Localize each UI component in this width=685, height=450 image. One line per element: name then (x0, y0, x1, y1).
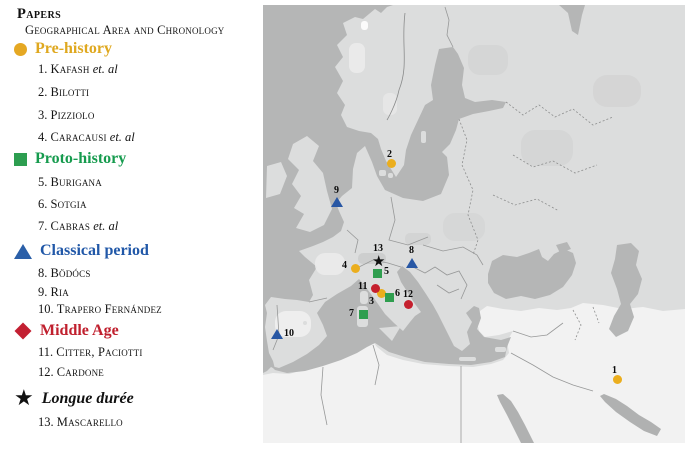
gotland (421, 131, 426, 143)
crete (459, 357, 476, 361)
legend-item-6: 6. Sotgia (38, 197, 87, 212)
corsica (360, 291, 368, 304)
legend-item-number: 2. (38, 85, 48, 99)
legend-panel: Papers Geographical Area and Chronology … (0, 0, 258, 450)
sardinia (357, 306, 368, 327)
sea-of-azov (556, 242, 571, 253)
legend-item-name: Pizziolo (50, 108, 95, 122)
legend-section-longue-duree: ★ Longue durée (14, 386, 134, 412)
legend-item-name: Citter, Paciotti (56, 345, 143, 359)
legend-item-number: 6. (38, 197, 48, 211)
legend-item-12: 12. Cardone (38, 365, 104, 380)
legend-item-number: 8. (38, 266, 48, 280)
legend-item-number: 13. (38, 415, 54, 429)
square-icon (14, 152, 27, 166)
europe-map (263, 5, 685, 443)
legend-item-number: 3. (38, 108, 48, 122)
great-britain (288, 136, 332, 232)
legend-item-9: 9. Ria (38, 285, 69, 300)
legend-item-number: 11. (38, 345, 54, 359)
balearic-islands (303, 321, 307, 325)
cyprus (495, 347, 506, 352)
legend-item-name: Ria (50, 285, 69, 299)
legend-section-pre-history: Pre-history (14, 40, 112, 58)
legend-item-name: Caracausi (50, 130, 107, 144)
legend-item-name: Bödócs (50, 266, 91, 280)
legend-item-name: Cabras (50, 219, 91, 233)
black-sea (488, 249, 576, 299)
legend-item-number: 7. (38, 219, 48, 233)
legend-title: Papers (17, 6, 62, 22)
legend-section-label: Proto-history (35, 150, 127, 168)
legend-item-name: Burigana (50, 175, 102, 189)
legend-item-number: 12. (38, 365, 54, 379)
legend-section-proto-history: Proto-history (14, 150, 126, 168)
legend-item-10: 10. Trapero Fernández (38, 302, 162, 317)
eastern-borders-dashed (458, 101, 614, 341)
sicily (379, 326, 401, 341)
legend-item-number: 5. (38, 175, 48, 189)
red-sea (497, 394, 534, 443)
legend-section-label: Pre-history (35, 40, 113, 58)
legend-section-middle-age: Middle Age (14, 322, 119, 340)
legend-item-3: 3. Pizziolo (38, 108, 95, 123)
danish-isles (379, 170, 386, 176)
persian-gulf (600, 394, 661, 436)
legend-section-label: Classical period (40, 242, 149, 260)
legend-item-2: 2. Bilotti (38, 85, 89, 100)
triangle-icon (14, 243, 32, 259)
legend-item-4: 4. Caracausi et. al (38, 130, 135, 145)
legend-item-name: Bilotti (50, 85, 90, 99)
danish-isles (388, 173, 393, 178)
legend-item-name: Mascarello (56, 415, 123, 429)
legend-subtitle: Geographical Area and Chronology (25, 23, 225, 37)
legend-item-11: 11. Citter, Paciotti (38, 345, 143, 360)
ireland (266, 162, 287, 198)
legend-item-name: Trapero Fernández (56, 302, 162, 316)
europe-map-svg (263, 5, 685, 443)
legend-item-number: 9. (38, 285, 48, 299)
caspian-sea (609, 243, 642, 337)
terrain-patches (275, 21, 641, 337)
legend-item-8: 8. Bödócs (38, 266, 91, 281)
legend-item-number: 10. (38, 302, 54, 316)
legend-section-classical-period: Classical period (14, 242, 149, 260)
legend-item-suffix: et. al (92, 62, 118, 76)
southern-landmass (263, 303, 685, 443)
mediterranean-sea (271, 266, 511, 373)
legend-item-1: 1. Kafash et. al (38, 62, 118, 77)
legend-section-label: Middle Age (40, 322, 119, 340)
legend-item-suffix: et. al (93, 219, 119, 233)
legend-item-number: 1. (38, 62, 48, 76)
legend-item-name: Cardone (56, 365, 104, 379)
balearic-islands (313, 317, 317, 321)
legend-item-13: 13. Mascarello (38, 415, 123, 430)
legend-item-name: Sotgia (50, 197, 87, 211)
diamond-icon (14, 322, 32, 340)
legend-section-label: Longue durée (41, 390, 134, 408)
legend-item-name: Kafash (50, 62, 90, 76)
legend-item-number: 4. (38, 130, 48, 144)
legend-item-7: 7. Cabras et. al (38, 219, 118, 234)
star-icon: ★ (14, 386, 34, 412)
legend-item-suffix: et. al (109, 130, 135, 144)
circle-icon (14, 42, 27, 56)
legend-item-5: 5. Burigana (38, 175, 102, 190)
